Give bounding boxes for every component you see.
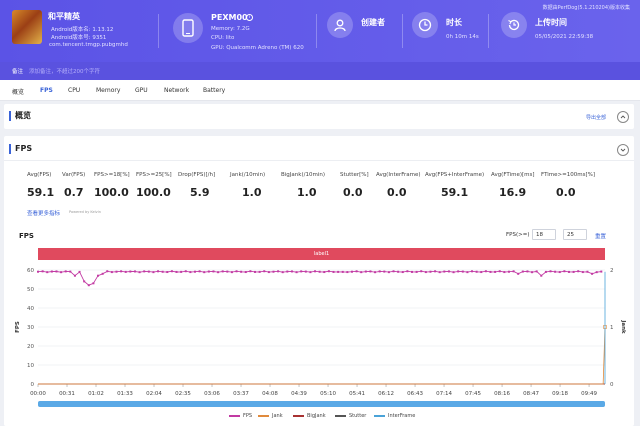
metric-value: 5.9 — [190, 186, 210, 199]
device-cpu: CPU: lito — [211, 35, 235, 41]
fps-threshold-input[interactable] — [532, 229, 556, 240]
tab-bar: 概览 FPS CPU Memory GPU Network Battery — [0, 80, 640, 101]
metric-value: 59.1 — [27, 186, 55, 199]
clock-icon — [412, 12, 438, 38]
upload-value: 05/05/2021 22:59:38 — [535, 34, 594, 40]
tab-battery[interactable]: Battery — [203, 87, 226, 94]
device-memory: Memory: 7.2G — [211, 26, 250, 32]
legend-swatch — [229, 414, 240, 417]
metric-value: 0.7 — [64, 186, 84, 199]
package-name: com.tencent.tmgp.pubgmhd — [49, 42, 128, 48]
note-label: 备注 — [12, 69, 24, 75]
legend-item[interactable]: BigJank — [293, 413, 326, 419]
legend-label: FPS — [243, 413, 253, 419]
tab-fps[interactable]: FPS — [40, 87, 53, 94]
scrollbar-thumb[interactable] — [38, 401, 605, 407]
metric-value: 0.0 — [556, 186, 576, 199]
fps-card — [4, 136, 634, 426]
app-name: 和平精英 — [48, 12, 80, 21]
creator-label: 创建者 — [361, 18, 385, 27]
metric-label: Jank(/10min) — [230, 172, 266, 178]
fps-section-title: FPS — [9, 144, 32, 154]
legend-label: InterFrame — [388, 413, 416, 419]
metric-label: Avg(FPS+InterFrame) — [425, 172, 485, 178]
legend-item[interactable]: Jank — [258, 413, 283, 419]
tab-overview[interactable]: 概览 — [12, 89, 25, 96]
metric-value: 0.0 — [343, 186, 363, 199]
android-code: Android版本号: 9351 — [51, 35, 107, 41]
legend-item[interactable]: InterFrame — [374, 413, 415, 419]
legend-label: BigJank — [307, 413, 326, 419]
upload-label: 上传时间 — [535, 18, 567, 27]
tab-memory[interactable]: Memory — [96, 87, 121, 94]
phone-icon — [173, 13, 203, 43]
metric-label: Avg(FPS) — [27, 172, 52, 178]
duration-label: 时长 — [446, 18, 462, 27]
app-icon — [12, 10, 42, 44]
tab-gpu[interactable]: GPU — [135, 87, 148, 94]
legend-swatch — [335, 414, 346, 417]
collapse-button[interactable] — [617, 144, 629, 156]
legend-item[interactable]: FPS — [229, 413, 252, 419]
legend-swatch — [258, 414, 269, 417]
metric-label: FTime>=100ms[%] — [541, 172, 595, 178]
divider — [4, 160, 634, 161]
metric-label: BigJank(/10min) — [281, 172, 325, 178]
legend-swatch — [293, 414, 304, 417]
metric-label: Var(FPS) — [62, 172, 86, 178]
metric-label: Stutter[%] — [340, 172, 369, 178]
metric-value: 16.9 — [499, 186, 527, 199]
reset-link[interactable]: 重置 — [595, 234, 607, 240]
device-gpu: GPU: Qualcomm Adreno (TM) 620 — [211, 45, 304, 51]
metric-value: 1.0 — [297, 186, 317, 199]
metric-label: Drop(FPS)[/h] — [178, 172, 216, 178]
fps-threshold-input[interactable] — [563, 229, 587, 240]
export-all-link[interactable]: 导出全部 — [586, 115, 607, 121]
legend-label: Stutter — [349, 413, 367, 419]
time-scrollbar[interactable] — [38, 401, 605, 407]
metric-label: FPS>=25[%] — [136, 172, 172, 178]
metric-label: FPS>=18[%] — [94, 172, 130, 178]
fps-filter-label: FPS(>=) — [506, 232, 530, 238]
divider — [316, 14, 317, 48]
user-icon — [327, 12, 353, 38]
more-metrics-link[interactable]: 查看更多指标 — [27, 211, 61, 217]
chart-title: FPS — [19, 232, 34, 240]
divider — [402, 14, 403, 48]
version-note: 数据由PerfDog(5.1.210204)版本收集 — [542, 5, 630, 11]
label-bar[interactable]: label1 — [38, 248, 605, 260]
more-hint: Powered by Kelvin — [69, 210, 101, 214]
metric-value: 100.0 — [136, 186, 171, 199]
metric-value: 0.0 — [387, 186, 407, 199]
legend-swatch — [374, 414, 385, 417]
tab-cpu[interactable]: CPU — [68, 87, 81, 94]
divider — [158, 14, 159, 48]
divider — [488, 14, 489, 48]
legend-label: Jank — [272, 413, 283, 419]
tab-network[interactable]: Network — [164, 87, 190, 94]
device-name: PEXM00 — [211, 13, 248, 22]
metric-value: 100.0 — [94, 186, 129, 199]
android-version: Android版本名: 1.13.12 — [51, 27, 114, 33]
duration-value: 0h 10m 14s — [446, 34, 479, 40]
report-header: 和平精英 Android版本名: 1.13.12 Android版本号: 935… — [0, 0, 640, 62]
metric-label: Avg(FTime)[ms] — [491, 172, 535, 178]
info-icon[interactable]: i — [246, 14, 253, 21]
overview-card — [4, 104, 634, 129]
history-icon — [501, 12, 527, 38]
overview-title: 概览 — [9, 111, 31, 121]
chevron-up-icon — [620, 115, 626, 119]
chevron-down-icon — [620, 148, 626, 152]
metric-value: 1.0 — [242, 186, 262, 199]
collapse-button[interactable] — [617, 111, 629, 123]
metric-label: Avg(InterFrame) — [376, 172, 421, 178]
metric-value: 59.1 — [441, 186, 469, 199]
note-placeholder[interactable]: 添加备注，不超过200个字符 — [29, 69, 101, 75]
note-bar[interactable]: 备注 添加备注，不超过200个字符 — [0, 62, 640, 80]
legend-item[interactable]: Stutter — [335, 413, 366, 419]
